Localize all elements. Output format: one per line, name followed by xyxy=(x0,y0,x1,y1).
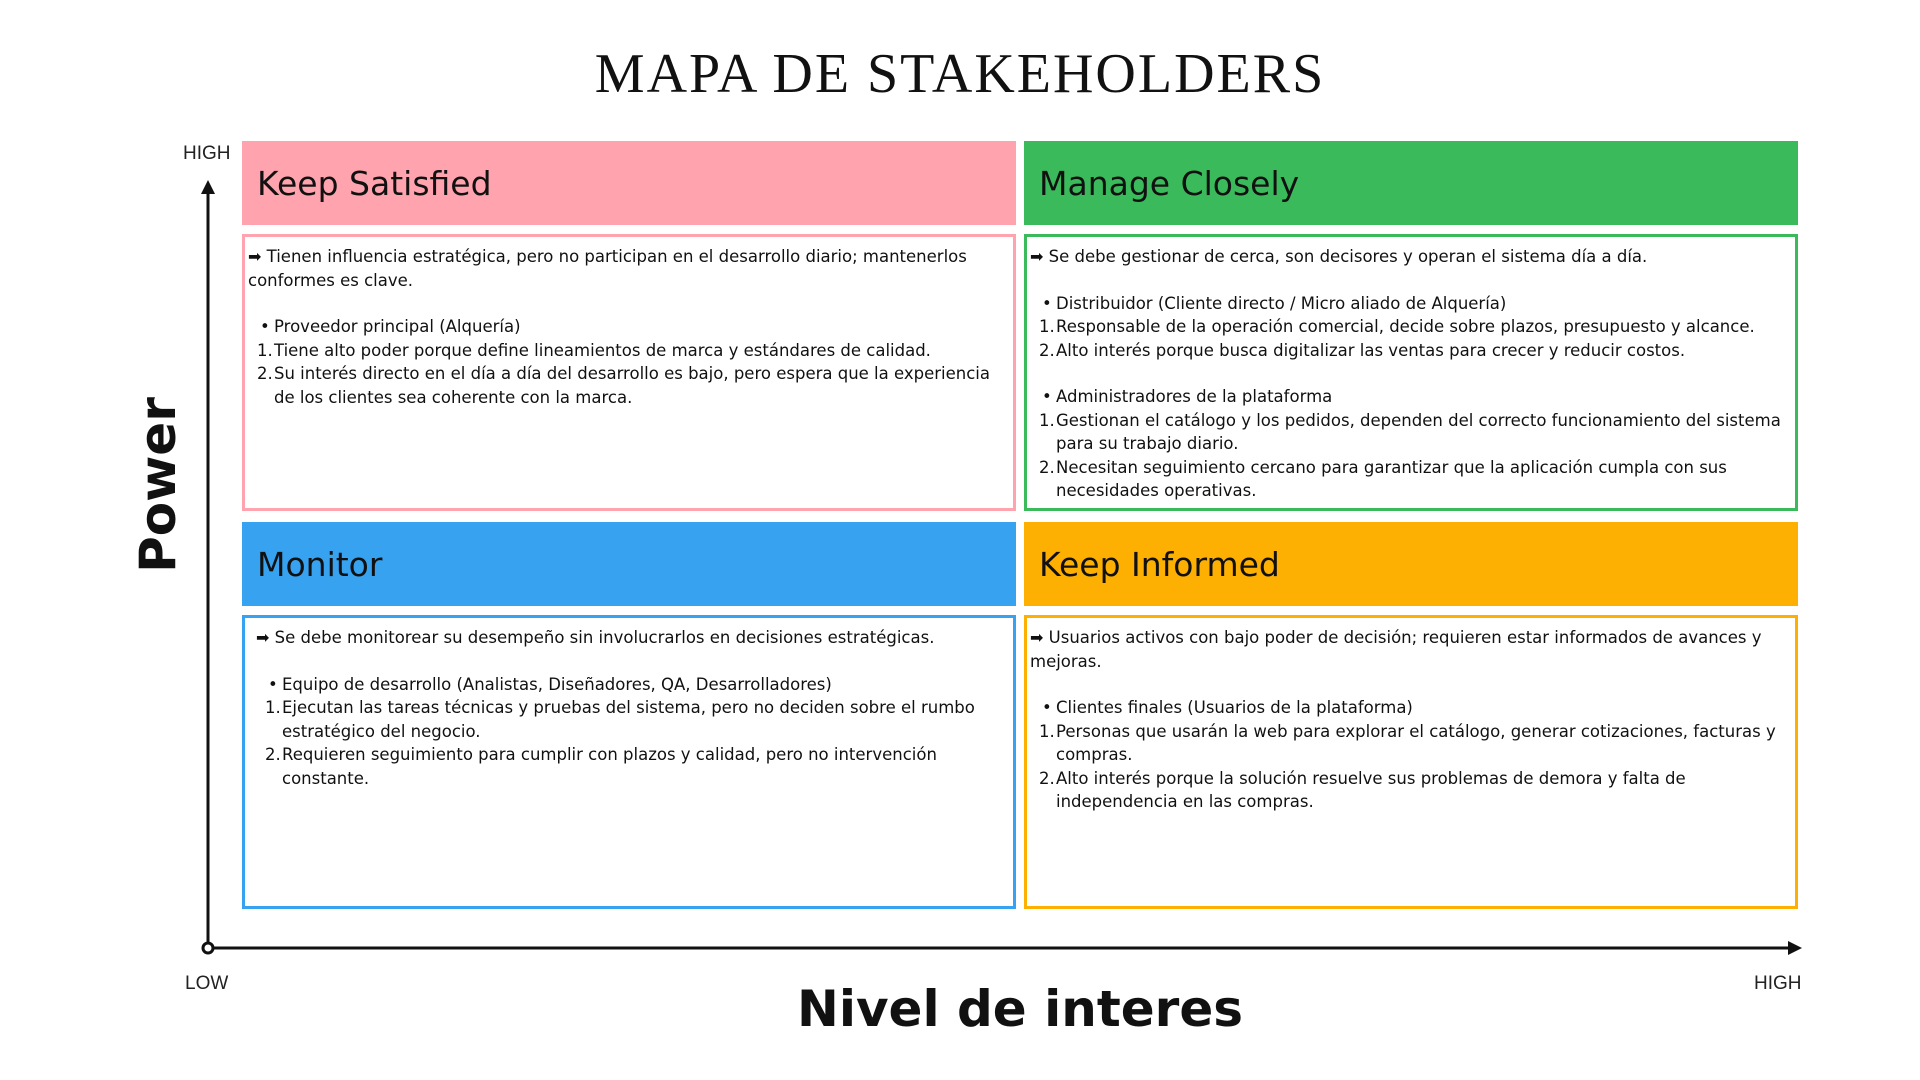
stakeholder-point: Gestionan el catálogo y los pedidos, dep… xyxy=(1039,409,1781,454)
x-axis-low-label: LOW xyxy=(185,973,229,994)
stakeholder-name: Distribuidor (Cliente directo / Micro al… xyxy=(1030,292,1783,316)
manage-closely-title: Manage Closely xyxy=(1039,163,1300,203)
keep-informed-title: Keep Informed xyxy=(1039,544,1280,584)
stakeholder-point: Tiene alto poder porque define lineamien… xyxy=(257,339,931,362)
stakeholder-group: Clientes finales (Usuarios de la platafo… xyxy=(1030,696,1783,814)
monitor-title: Monitor xyxy=(257,544,383,584)
keep-satisfied-header: Keep Satisfied xyxy=(242,141,1016,225)
manage-closely-header: Manage Closely xyxy=(1024,141,1798,225)
manage-closely-box: ➡ Se debe gestionar de cerca, son deciso… xyxy=(1024,234,1798,511)
stakeholder-name: Administradores de la plataforma xyxy=(1030,385,1783,409)
stakeholder-group: Distribuidor (Cliente directo / Micro al… xyxy=(1030,292,1783,363)
arrow-right-icon: ➡ xyxy=(1030,628,1044,647)
stakeholder-group: Equipo de desarrollo (Analistas, Diseñad… xyxy=(256,673,1001,791)
keep-informed-intro: ➡ Usuarios activos con bajo poder de dec… xyxy=(1030,628,1762,671)
manage-closely-intro: ➡ Se debe gestionar de cerca, son deciso… xyxy=(1030,247,1648,266)
stakeholder-point: Alto interés porque la solución resuelve… xyxy=(1039,767,1686,812)
stakeholder-name: Proveedor principal (Alquería) xyxy=(248,315,1001,339)
y-axis-title: Power xyxy=(129,397,187,573)
keep-satisfied-intro: ➡ Tienen influencia estratégica, pero no… xyxy=(248,247,967,290)
x-axis-arrowhead xyxy=(1788,941,1802,955)
keep-informed-box: ➡ Usuarios activos con bajo poder de dec… xyxy=(1024,615,1798,909)
monitor-box: ➡ Se debe monitorear su desempeño sin in… xyxy=(242,615,1016,909)
page-title: MAPA DE STAKEHOLDERS xyxy=(594,43,1326,105)
stakeholder-point: Su interés directo en el día a día del d… xyxy=(257,362,990,407)
monitor-header: Monitor xyxy=(242,522,1016,606)
x-axis-title: Nivel de interes xyxy=(796,980,1244,1038)
stakeholder-point: Personas que usarán la web para explorar… xyxy=(1039,720,1776,765)
monitor-intro: ➡ Se debe monitorear su desempeño sin in… xyxy=(256,628,935,647)
stakeholder-point: Ejecutan las tareas técnicas y pruebas d… xyxy=(265,696,975,741)
stakeholder-point: Alto interés porque busca digitalizar la… xyxy=(1039,339,1686,362)
stakeholder-group: Proveedor principal (Alquería) Tiene alt… xyxy=(248,315,1001,409)
axis-origin xyxy=(201,941,215,955)
arrow-right-icon: ➡ xyxy=(1030,247,1044,266)
stakeholder-point: Responsable de la operación comercial, d… xyxy=(1039,315,1755,338)
keep-satisfied-title: Keep Satisfied xyxy=(257,163,492,203)
y-axis-high-label: HIGH xyxy=(183,143,231,164)
stakeholder-group: Administradores de la plataforma Gestion… xyxy=(1030,385,1783,503)
keep-informed-header: Keep Informed xyxy=(1024,522,1798,606)
stakeholder-point: Necesitan seguimiento cercano para garan… xyxy=(1039,456,1727,501)
arrow-right-icon: ➡ xyxy=(256,628,270,647)
stakeholder-point: Requieren seguimiento para cumplir con p… xyxy=(265,743,937,788)
x-axis-high-label: HIGH xyxy=(1754,973,1802,994)
stakeholder-name: Clientes finales (Usuarios de la platafo… xyxy=(1030,696,1783,720)
stakeholder-name: Equipo de desarrollo (Analistas, Diseñad… xyxy=(256,673,1001,697)
y-axis-arrowhead xyxy=(201,180,215,194)
arrow-right-icon: ➡ xyxy=(248,247,262,266)
keep-satisfied-box: ➡ Tienen influencia estratégica, pero no… xyxy=(242,234,1016,511)
